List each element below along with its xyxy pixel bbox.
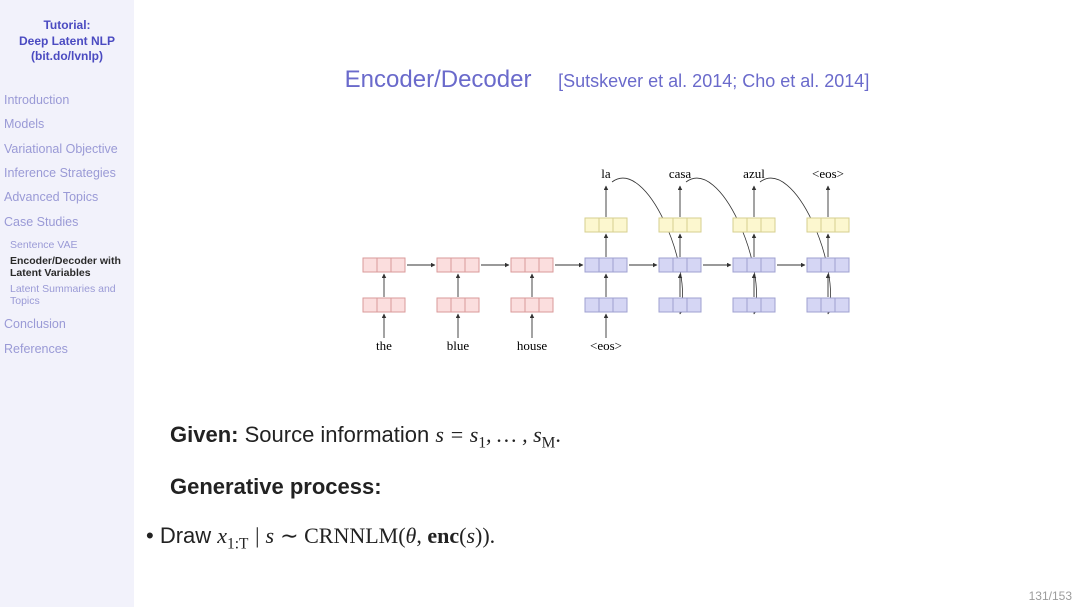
sidebar-item[interactable]: Models bbox=[4, 117, 128, 131]
nav-tail: Conclusion References bbox=[6, 317, 128, 356]
sidebar-item[interactable]: Conclusion bbox=[4, 317, 128, 331]
sidebar-item[interactable]: References bbox=[4, 342, 128, 356]
svg-text:blue: blue bbox=[447, 338, 470, 353]
nav-main: Introduction Models Variational Objective I… bbox=[6, 93, 128, 229]
sidebar-item[interactable]: Variational Objective bbox=[4, 142, 128, 156]
sidebar-item[interactable]: Case Studies bbox=[4, 215, 128, 229]
svg-text:<eos>: <eos> bbox=[590, 338, 622, 353]
given-label: Given: bbox=[170, 422, 238, 447]
slide-title-citation: [Sutskever et al. 2014; Cho et al. 2014] bbox=[558, 71, 869, 91]
bullet-math: x1:T | s bbox=[217, 523, 274, 548]
svg-text:house: house bbox=[517, 338, 548, 353]
sidebar-item[interactable]: Advanced Topics bbox=[4, 190, 128, 204]
svg-text:the: the bbox=[376, 338, 392, 353]
svg-text:casa: casa bbox=[669, 166, 692, 181]
main-content: Encoder/Decoder [Sutskever et al. 2014; … bbox=[134, 0, 1080, 607]
given-math: s = s1, … , sM bbox=[435, 422, 555, 447]
bullet-draw-prefix: Draw bbox=[160, 523, 217, 548]
sidebar: Tutorial: Deep Latent NLP (bit.do/lvnlp)… bbox=[0, 0, 134, 607]
bullet-draw: Draw x1:T | s ∼ CRNNLM(θ, enc(s)). bbox=[170, 521, 1040, 555]
gen-label: Generative process: bbox=[170, 474, 382, 499]
gen-label-line: Generative process: bbox=[170, 472, 1040, 503]
nav-sub: Sentence VAE Encoder/Decoder with Latent … bbox=[6, 239, 128, 307]
sidebar-title-l2: Deep Latent NLP bbox=[19, 34, 115, 48]
svg-text:<eos>: <eos> bbox=[812, 166, 844, 181]
sidebar-title-l3: (bit.do/lvnlp) bbox=[31, 49, 103, 63]
given-text: Source information bbox=[245, 422, 436, 447]
sidebar-subitem[interactable]: Encoder/Decoder with Latent Variables bbox=[10, 255, 128, 279]
sidebar-title: Tutorial: Deep Latent NLP (bit.do/lvnlp) bbox=[6, 18, 128, 65]
sidebar-subitem[interactable]: Sentence VAE bbox=[10, 239, 128, 251]
svg-text:azul: azul bbox=[743, 166, 765, 181]
bullet-tilde: ∼ CRNNLM( bbox=[280, 523, 405, 548]
sidebar-item[interactable]: Introduction bbox=[4, 93, 128, 107]
given-line: Given: Source information s = s1, … , sM… bbox=[170, 420, 1040, 454]
sidebar-subitem[interactable]: Latent Summaries and Topics bbox=[10, 283, 128, 307]
sidebar-title-l1: Tutorial: bbox=[43, 18, 90, 32]
page-number: 131/153 bbox=[1029, 589, 1072, 603]
svg-text:la: la bbox=[601, 166, 611, 181]
sidebar-item[interactable]: Inference Strategies bbox=[4, 166, 128, 180]
slide-title: Encoder/Decoder [Sutskever et al. 2014; … bbox=[134, 66, 1080, 94]
slide-title-main: Encoder/Decoder bbox=[345, 66, 532, 93]
body-text: Given: Source information s = s1, … , sM… bbox=[170, 420, 1040, 573]
encoder-decoder-diagram: the blue house la casa azul <eos> <eos> bbox=[354, 160, 874, 360]
